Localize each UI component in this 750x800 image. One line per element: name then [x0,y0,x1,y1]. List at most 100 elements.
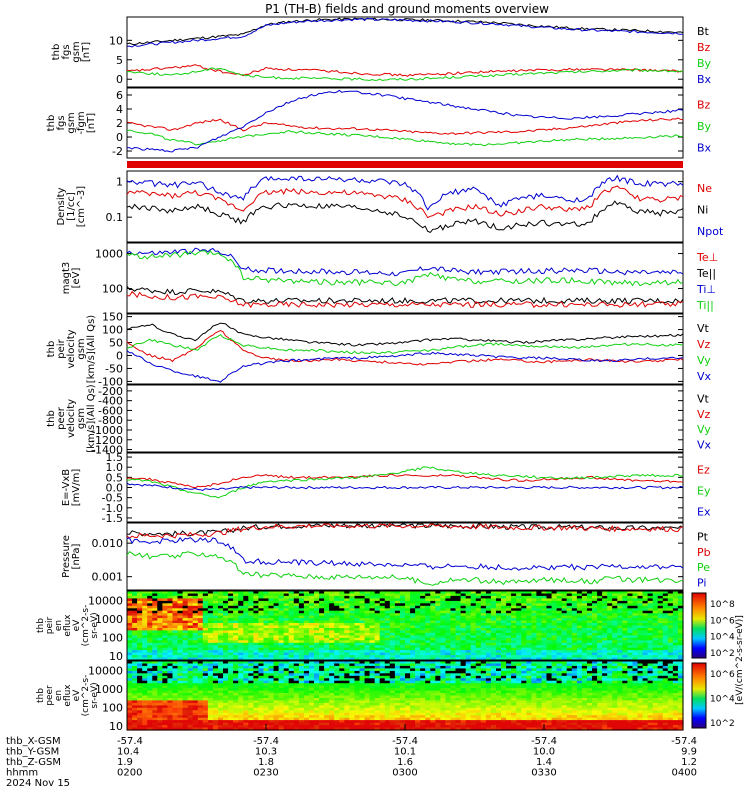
spectrogram-cell [162,690,169,694]
spectrogram-cell [147,610,153,614]
spectrogram-cell [228,688,234,692]
spectrogram-cell [293,695,300,699]
spectrogram-cell [632,657,639,661]
spectrogram-cell [511,610,517,614]
spectrogram-cell [218,640,224,644]
spectrogram-cell [571,605,578,609]
spectrogram-cell [233,623,239,627]
spectrogram-cell [319,693,325,697]
y-axis-label: [km/s](All Qs) [86,384,97,452]
spectrogram-cell [531,645,538,649]
spectrogram-cell [536,603,543,607]
spectrogram-cell [415,645,421,649]
spectrogram-cell [309,650,315,654]
spectrogram-cell [354,642,361,646]
spectrogram-cell [627,595,634,599]
spectrogram-cell [415,603,421,607]
spectrogram-cell [152,670,158,674]
spectrogram-cell [329,690,335,694]
spectrogram-cell [576,632,583,636]
spectrogram-cell [415,688,421,692]
spectrogram-cell [309,715,315,719]
spectrogram-cell [470,608,477,612]
spectrogram-cell [354,712,361,716]
spectrogram-cell [187,600,194,604]
spectrogram-cell [379,698,386,702]
spectrogram-cell [415,642,421,646]
spectrogram-cell [233,683,239,687]
spectrogram-cell [167,591,174,595]
spectrogram-cell [339,593,345,597]
spectrogram-cell [526,600,532,604]
spectrogram-cell [268,695,275,699]
spectrogram-cell [268,698,275,702]
spectrogram-cell [389,642,396,646]
spectrogram-cell [238,647,244,651]
spectrogram-cell [379,610,386,614]
spectrogram-cell [187,625,194,629]
y-axis-label: fgs [61,44,72,59]
spectrogram-cell [394,647,401,651]
spectrogram-cell [324,665,330,669]
spectrogram-cell [334,620,340,624]
spectrogram-cell [581,591,588,595]
spectrogram-cell [627,593,634,597]
spectrogram-cell [132,717,138,721]
spectrogram-cell [399,680,406,684]
spectrogram-cell [142,678,148,682]
spectrogram-cell [677,637,684,641]
spectrogram-cell [142,593,148,597]
spectrogram-cell [233,610,239,614]
spectrogram-cell [556,618,563,622]
spectrogram-cell [501,613,507,617]
spectrogram-cell [339,712,345,716]
spectrogram-cell [440,628,447,632]
spectrogram-cell [324,603,330,607]
spectrogram-cell [410,712,416,716]
spectrogram-cell [218,705,224,709]
spectrogram-cell [622,613,628,617]
spectrogram-cell [283,603,290,607]
spectrogram-cell [172,635,179,639]
series-Vx [126,350,684,383]
spectrogram-cell [283,630,290,634]
spectrogram-cell [329,685,335,689]
spectrogram-cell [324,720,330,724]
spectrogram-cell [394,620,401,624]
spectrogram-cell [132,605,138,609]
spectrogram-cell [238,685,244,689]
spectrogram-cell [460,613,467,617]
spectrogram-cell [581,598,588,602]
spectrogram-cell [410,678,416,682]
spectrogram-cell [602,650,608,654]
spectrogram-cell [415,632,421,636]
spectrogram-cell [278,632,285,636]
spectrogram-cell [526,655,532,659]
spectrogram-cell [192,635,199,639]
spectrogram-cell [536,595,543,599]
spectrogram-cell [223,625,229,629]
spectrogram-cell [283,707,290,711]
spectrogram-cell [440,625,447,629]
spectrogram-cell [268,608,275,612]
spectrogram-cell [127,680,133,684]
spectrogram-cell [177,625,184,629]
spectrogram-cell [465,642,472,646]
spectrogram-cell [516,642,522,646]
spectrogram-cell [293,603,300,607]
spectrogram-cell [258,727,265,731]
spectrogram-cell [278,722,285,726]
spectrogram-cell [389,717,396,721]
spectrogram-cell [546,647,553,651]
spectrogram-cell [587,603,593,607]
spectrogram-cell [233,717,239,721]
spectrogram-cell [303,683,310,687]
spectrogram-cell [349,632,356,636]
spectrogram-cell [233,615,239,619]
spectrogram-cell [344,645,350,649]
spectrogram-cell [576,652,583,656]
spectrogram-cell [329,693,335,697]
spectrogram-cell [662,635,669,639]
